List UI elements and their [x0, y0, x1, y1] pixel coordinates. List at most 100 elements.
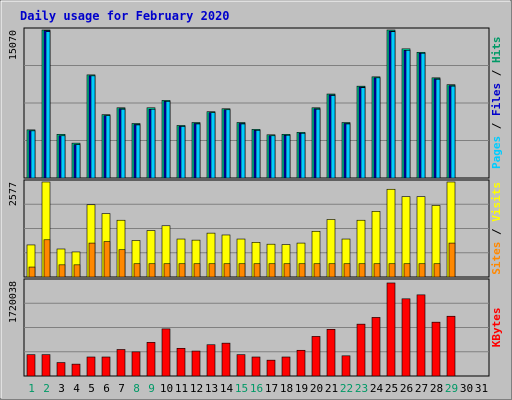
hits-panel-bar-pages: [210, 112, 216, 179]
hits-panel-bar-pages: [225, 109, 231, 179]
visits-panel-bar-sites: [388, 263, 396, 278]
visits-panel-bar-sites: [448, 242, 456, 278]
hits-panel-bar-pages: [90, 75, 96, 179]
visits-panel-bar-sites: [58, 264, 66, 278]
visits-panel-bar-sites: [343, 263, 351, 278]
visits-panel-bar-sites: [118, 249, 126, 278]
hits-panel-bar-pages: [60, 135, 66, 179]
x-tick-label: 24: [370, 382, 384, 395]
visits-panel-bar-sites: [88, 242, 96, 278]
visits-panel-bar-sites: [223, 263, 231, 278]
hits-panel-bar-pages: [180, 126, 186, 179]
hits-panel-bar-pages: [30, 130, 36, 179]
kbytes-panel-bar-kbytes: [116, 349, 126, 377]
hits-panel-bar-pages: [435, 79, 441, 179]
kbytes-panel-bar-kbytes: [446, 315, 456, 377]
x-tick-label: 12: [190, 382, 203, 395]
hits-panel-bar-pages: [360, 87, 366, 179]
visits-panel-bar-sites: [418, 263, 426, 278]
kbytes-panel-bar-kbytes: [356, 323, 366, 377]
hits-panel-bar-pages: [315, 108, 321, 179]
visits-panel-bar-sites: [358, 263, 366, 278]
x-tick-label: 4: [73, 382, 80, 395]
kbytes-panel-bar-kbytes: [56, 362, 66, 377]
kbytes-panel-bar-kbytes: [221, 342, 231, 377]
x-tick-label: 18: [280, 382, 293, 395]
hits-panel-bar-pages: [285, 134, 291, 179]
kbytes-panel-bar-kbytes: [26, 354, 36, 377]
hits-panel-bar-pages: [345, 123, 351, 179]
visits-panel-bar-sites: [268, 263, 276, 278]
visits-panel-bar-sites: [43, 239, 51, 278]
kbytes-panel-bar-kbytes: [416, 294, 426, 377]
x-tick-label: 20: [310, 382, 323, 395]
kbytes-panel-bar-kbytes: [191, 350, 201, 377]
kbytes-panel-bar-kbytes: [101, 356, 111, 377]
x-tick-label: 13: [205, 382, 218, 395]
kbytes-panel-ymax-label: 1720038: [8, 281, 19, 323]
hits-panel-side-label-part: Files: [490, 83, 503, 116]
visits-panel-bar-sites: [433, 263, 441, 278]
x-tick-label: 2: [43, 382, 50, 395]
hits-panel-bar-pages: [375, 77, 381, 179]
hits-panel-side-label-part: /: [490, 116, 503, 136]
hits-panel-bar-pages: [240, 123, 246, 179]
hits-panel-bar-pages: [270, 135, 276, 179]
kbytes-panel-bar-kbytes: [86, 356, 96, 377]
x-tick-label: 23: [355, 382, 368, 395]
visits-panel-ymax-label: 2577: [8, 182, 19, 206]
chart-title: Daily usage for February 2020: [20, 9, 230, 23]
kbytes-panel-bar-kbytes: [41, 354, 51, 377]
kbytes-panel-bar-kbytes: [266, 359, 276, 377]
kbytes-panel-bar-kbytes: [131, 351, 141, 377]
kbytes-panel-bar-kbytes: [176, 347, 186, 377]
visits-panel-bar-sites: [328, 263, 336, 278]
x-tick-label: 22: [340, 382, 353, 395]
x-tick-label: 8: [133, 382, 140, 395]
visits-panel-bar-sites: [73, 264, 81, 278]
x-tick-label: 11: [175, 382, 188, 395]
x-tick-label: 30: [460, 382, 473, 395]
visits-panel-bar-sites: [163, 263, 171, 278]
hits-panel-bar-pages: [75, 144, 81, 179]
x-tick-label: 16: [250, 382, 263, 395]
hits-panel-bar-pages: [105, 115, 111, 179]
visits-panel-side-label: Sites / Visits: [490, 182, 503, 275]
x-tick-label: 29: [445, 382, 458, 395]
hits-panel-side-label-part: /: [490, 63, 503, 83]
kbytes-panel-bar-kbytes: [281, 356, 291, 377]
kbytes-panel-side-label-part: KBytes: [490, 308, 503, 348]
hits-panel-bar-pages: [405, 50, 411, 179]
visits-panel-bar-sites: [238, 263, 246, 278]
hits-panel-bar-pages: [450, 85, 456, 179]
visits-panel-bar-sites: [148, 263, 156, 278]
x-tick-label: 26: [400, 382, 413, 395]
x-tick-label: 14: [220, 382, 234, 395]
hits-panel-bar-pages: [45, 31, 51, 179]
kbytes-panel-bar-kbytes: [296, 349, 306, 377]
visits-panel-bar-sites: [253, 263, 261, 278]
visits-panel-bar-sites: [178, 263, 186, 278]
hits-panel-bar-pages: [195, 123, 201, 179]
visits-panel-side-label-part: Sites: [490, 242, 503, 275]
visits-panel-bar-sites: [103, 241, 111, 278]
visits-panel-bar-sites: [28, 266, 36, 278]
x-tick-label: 27: [415, 382, 428, 395]
kbytes-panel-bar-kbytes: [386, 282, 396, 377]
visits-panel-bar-sites: [208, 263, 216, 278]
hits-panel-side-label: Pages / Files / Hits: [490, 37, 503, 170]
hits-panel-bar-pages: [330, 95, 336, 179]
hits-panel-bar-pages: [300, 133, 306, 179]
x-tick-label: 15: [235, 382, 248, 395]
hits-panel-bar-pages: [135, 124, 141, 179]
kbytes-panel-side-label: KBytes: [490, 308, 503, 348]
x-tick-label: 10: [160, 382, 173, 395]
kbytes-panel-bar-kbytes: [146, 342, 156, 377]
hits-panel-bar-pages: [390, 31, 396, 179]
x-tick-label: 17: [265, 382, 278, 395]
hits-panel-bar-pages: [165, 101, 171, 179]
x-tick-label: 21: [325, 382, 338, 395]
visits-panel-bar-sites: [193, 263, 201, 278]
visits-panel-bar-sites: [403, 263, 411, 278]
